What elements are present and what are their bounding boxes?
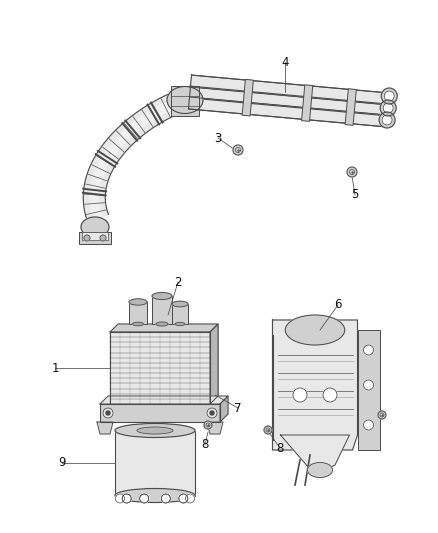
Circle shape <box>379 112 395 128</box>
Circle shape <box>384 91 394 101</box>
Ellipse shape <box>152 293 172 300</box>
Circle shape <box>364 420 374 430</box>
Circle shape <box>382 115 392 125</box>
Text: 8: 8 <box>276 441 284 455</box>
Ellipse shape <box>172 301 188 307</box>
Circle shape <box>323 388 337 402</box>
Ellipse shape <box>133 322 143 326</box>
Circle shape <box>179 494 188 503</box>
Circle shape <box>122 494 131 503</box>
Polygon shape <box>188 75 389 127</box>
Ellipse shape <box>137 427 173 434</box>
Ellipse shape <box>115 424 195 438</box>
Polygon shape <box>220 396 228 422</box>
Bar <box>171 86 199 116</box>
Circle shape <box>364 345 374 355</box>
Bar <box>172 304 188 324</box>
Bar <box>100 404 220 422</box>
Circle shape <box>100 235 106 241</box>
Ellipse shape <box>115 489 195 503</box>
Bar <box>118 324 218 396</box>
Circle shape <box>204 421 212 429</box>
Ellipse shape <box>307 463 332 478</box>
Circle shape <box>122 494 131 503</box>
Circle shape <box>293 388 307 402</box>
Circle shape <box>383 103 393 113</box>
Bar <box>242 79 253 116</box>
Polygon shape <box>83 90 187 222</box>
Bar <box>129 302 147 324</box>
Bar <box>345 89 357 125</box>
Polygon shape <box>110 324 218 332</box>
Circle shape <box>161 494 170 503</box>
Circle shape <box>207 408 217 418</box>
Ellipse shape <box>285 315 345 345</box>
Polygon shape <box>190 87 389 115</box>
Polygon shape <box>207 422 223 434</box>
Circle shape <box>106 411 110 415</box>
Polygon shape <box>100 396 228 404</box>
Bar <box>152 296 172 324</box>
Circle shape <box>179 494 188 503</box>
Text: 4: 4 <box>281 55 289 69</box>
Bar <box>115 431 195 496</box>
Ellipse shape <box>175 322 185 326</box>
Text: 1: 1 <box>51 361 59 375</box>
Text: 2: 2 <box>174 276 182 288</box>
Bar <box>110 332 210 404</box>
Ellipse shape <box>81 217 109 237</box>
Text: 6: 6 <box>334 298 342 311</box>
Bar <box>301 85 313 122</box>
Text: 3: 3 <box>214 132 222 144</box>
Text: 8: 8 <box>201 439 208 451</box>
Circle shape <box>378 411 386 419</box>
Bar <box>82 232 108 240</box>
Text: 7: 7 <box>234 401 242 415</box>
Circle shape <box>116 494 124 503</box>
Polygon shape <box>90 96 184 220</box>
Circle shape <box>84 235 90 241</box>
Circle shape <box>381 88 397 104</box>
Ellipse shape <box>156 322 168 326</box>
Circle shape <box>364 380 374 390</box>
Polygon shape <box>280 435 350 475</box>
Ellipse shape <box>129 299 147 305</box>
Polygon shape <box>210 324 218 404</box>
Circle shape <box>103 408 113 418</box>
Ellipse shape <box>167 86 203 114</box>
Circle shape <box>347 167 357 177</box>
Circle shape <box>233 145 243 155</box>
Bar <box>357 330 379 450</box>
Polygon shape <box>272 320 357 450</box>
Text: 5: 5 <box>351 189 359 201</box>
Bar <box>79 232 111 244</box>
Circle shape <box>186 494 194 503</box>
Polygon shape <box>97 422 113 434</box>
Circle shape <box>140 494 148 503</box>
Circle shape <box>210 411 214 415</box>
Circle shape <box>264 426 272 434</box>
Circle shape <box>161 494 170 503</box>
Circle shape <box>380 100 396 116</box>
Circle shape <box>140 494 148 503</box>
Text: 9: 9 <box>58 456 66 470</box>
